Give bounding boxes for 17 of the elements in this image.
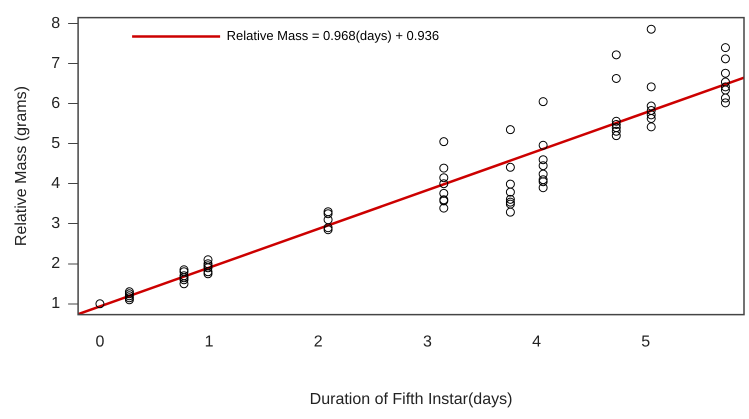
y-tick-label: 8 [51,15,60,32]
x-tick-label: 0 [95,334,104,351]
y-tick-label: 5 [51,135,60,152]
x-tick-label: 3 [422,334,432,351]
y-tick-label: 4 [51,175,60,192]
x-axis-title: Duration of Fifth Instar(days) [310,390,512,408]
y-tick-label: 3 [51,215,60,232]
x-tick-label: 5 [641,334,650,351]
y-tick-label: 1 [51,295,60,312]
y-tick-label: 7 [51,55,60,72]
x-tick-label: 2 [314,334,323,351]
y-tick-label: 2 [51,255,60,272]
text: Relative Mass = 0.968(days) + 0.936 [226,28,440,44]
x-tick-label: 4 [532,334,542,351]
x-tick-label: 1 [204,334,214,351]
y-tick-label: 6 [51,95,60,112]
y-axis-title: Relative Mass (grams) [13,86,30,246]
